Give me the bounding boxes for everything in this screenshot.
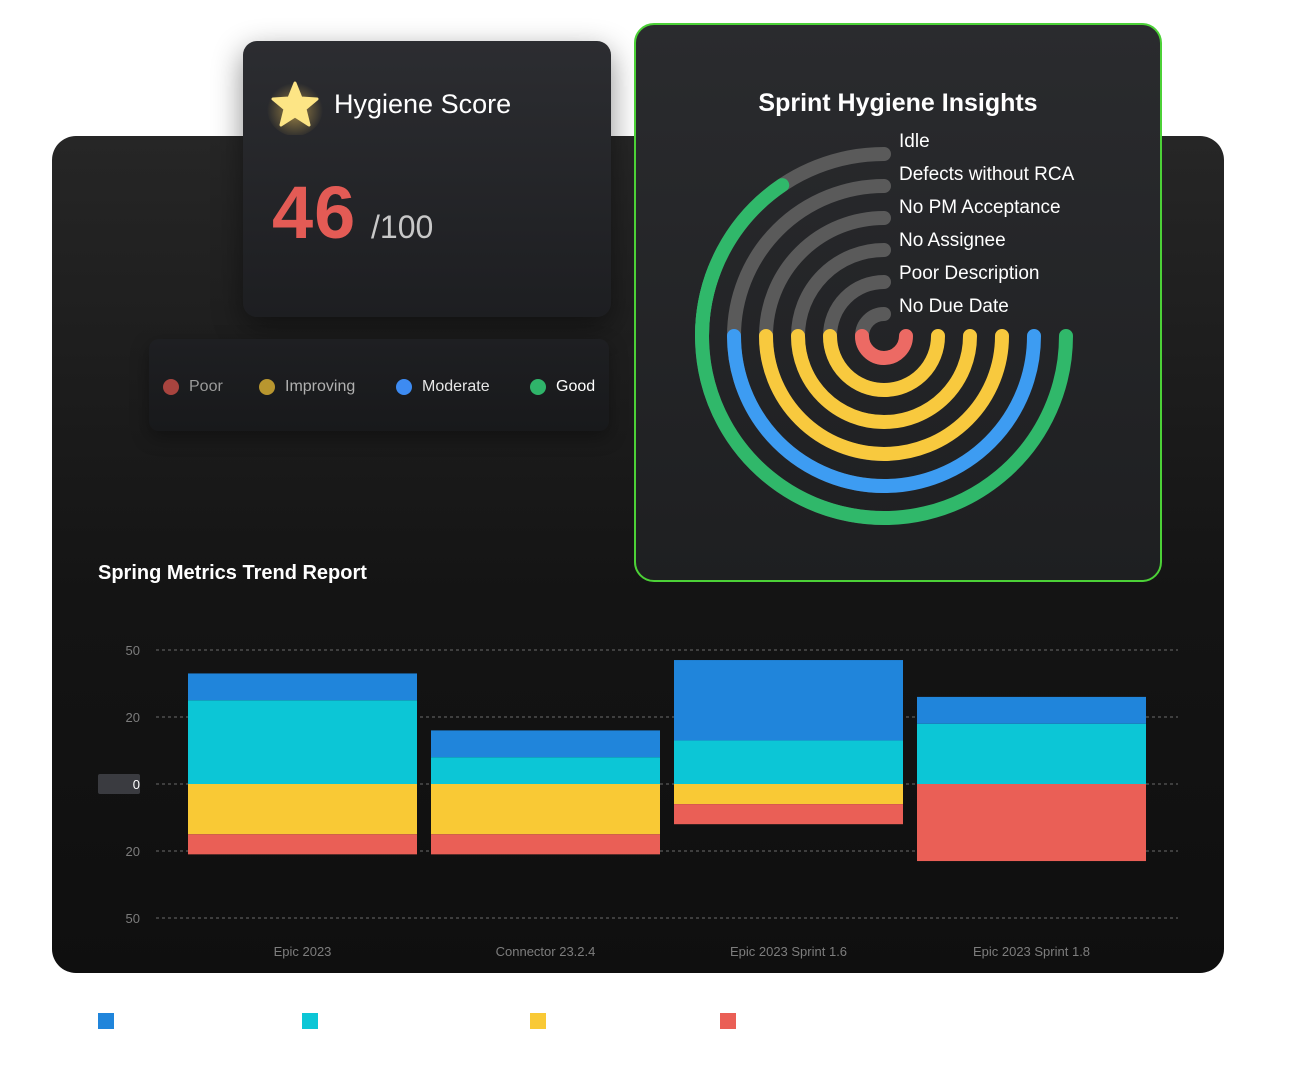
- radial-progress-chart: [695, 147, 1073, 525]
- y-tick-label: 20: [126, 844, 140, 859]
- ring-label-no-due-date: No Due Date: [899, 296, 1009, 317]
- moderate-dot-icon: [396, 379, 412, 395]
- ring-3: [791, 243, 977, 429]
- legend-item-improving: Improving: [259, 377, 355, 397]
- y-tick-label: 50: [126, 643, 140, 658]
- hygiene-score-title: Hygiene Score: [334, 89, 512, 119]
- series-2-swatch-icon: [302, 1013, 318, 1029]
- ring-progress: [823, 329, 945, 397]
- ring-label-poor-description: Poor Description: [899, 263, 1040, 284]
- ring-5: [855, 307, 913, 365]
- ring-label-idle: Idle: [899, 131, 930, 152]
- ring-track: [759, 211, 891, 343]
- ring-1: [727, 179, 1041, 493]
- bar-segment[interactable]: [674, 784, 903, 805]
- ring-4: [823, 275, 945, 397]
- star-icon: [267, 80, 323, 135]
- bar-segment[interactable]: [431, 834, 660, 855]
- x-tick-label: Connector 23.2.4: [496, 944, 596, 959]
- series-1-swatch-icon: [98, 1013, 114, 1029]
- ring-track: [727, 179, 891, 343]
- bar-segment[interactable]: [674, 740, 903, 784]
- hygiene-score-max: /100: [371, 209, 434, 245]
- bar-segment[interactable]: [674, 660, 903, 741]
- bar-segment[interactable]: [188, 784, 417, 835]
- x-tick-label: Epic 2023 Sprint 1.8: [973, 944, 1090, 959]
- ring-progress: [727, 329, 1041, 493]
- ring-label-no-assignee: No Assignee: [899, 230, 1006, 251]
- ring-progress: [791, 329, 977, 429]
- legend-label: Good: [556, 378, 596, 395]
- bar-segment[interactable]: [431, 757, 660, 784]
- ring-2: [759, 211, 1009, 461]
- y-tick-label: 50: [126, 911, 140, 926]
- y-tick-label: 0: [133, 777, 140, 792]
- series-3-swatch-icon: [530, 1013, 546, 1029]
- zero-tick-badge: [98, 774, 140, 794]
- ring-progress: [855, 329, 913, 365]
- ring-progress: [695, 262, 1073, 525]
- ring-track: [791, 243, 891, 343]
- insights-title: Sprint Hygiene Insights: [758, 89, 1038, 117]
- legend-label: Poor: [189, 378, 223, 395]
- ring-label-defects: Defects without RCA: [899, 164, 1075, 185]
- bar-segment[interactable]: [188, 673, 417, 701]
- ring-track: [823, 275, 891, 343]
- legend-item-moderate: Moderate: [396, 377, 490, 397]
- ring-progress: [759, 329, 1009, 461]
- ring-progress: [695, 178, 790, 343]
- bar-segment[interactable]: [917, 784, 1146, 862]
- bar-segment[interactable]: [431, 784, 660, 835]
- legend-item-good: Good: [530, 377, 595, 397]
- trend-bar-chart: 50 20 0 20 50 Epic 2023 Connector 23.2.4 Epic 2…: [98, 643, 1178, 959]
- improving-dot-icon: [259, 379, 275, 395]
- y-tick-label: 20: [126, 710, 140, 725]
- series-4-swatch-icon: [720, 1013, 736, 1029]
- bar-segment[interactable]: [917, 723, 1146, 784]
- bar-segment[interactable]: [917, 696, 1146, 724]
- x-tick-label: Epic 2023: [274, 944, 332, 959]
- trend-report-title: Spring Metrics Trend Report: [98, 562, 367, 584]
- bar-segment[interactable]: [188, 834, 417, 855]
- x-tick-label: Epic 2023 Sprint 1.6: [730, 944, 847, 959]
- legend-label: Improving: [285, 378, 356, 395]
- hygiene-score-value: 46: [272, 171, 357, 254]
- good-dot-icon: [530, 379, 546, 395]
- poor-dot-icon: [163, 379, 179, 395]
- ring-label-pm-acceptance: No PM Acceptance: [899, 197, 1061, 218]
- bar-segment[interactable]: [674, 804, 903, 825]
- legend-item-poor: Poor: [163, 377, 223, 397]
- bar-segment[interactable]: [188, 700, 417, 784]
- legend-label: Moderate: [422, 378, 490, 395]
- bar-segment[interactable]: [431, 730, 660, 758]
